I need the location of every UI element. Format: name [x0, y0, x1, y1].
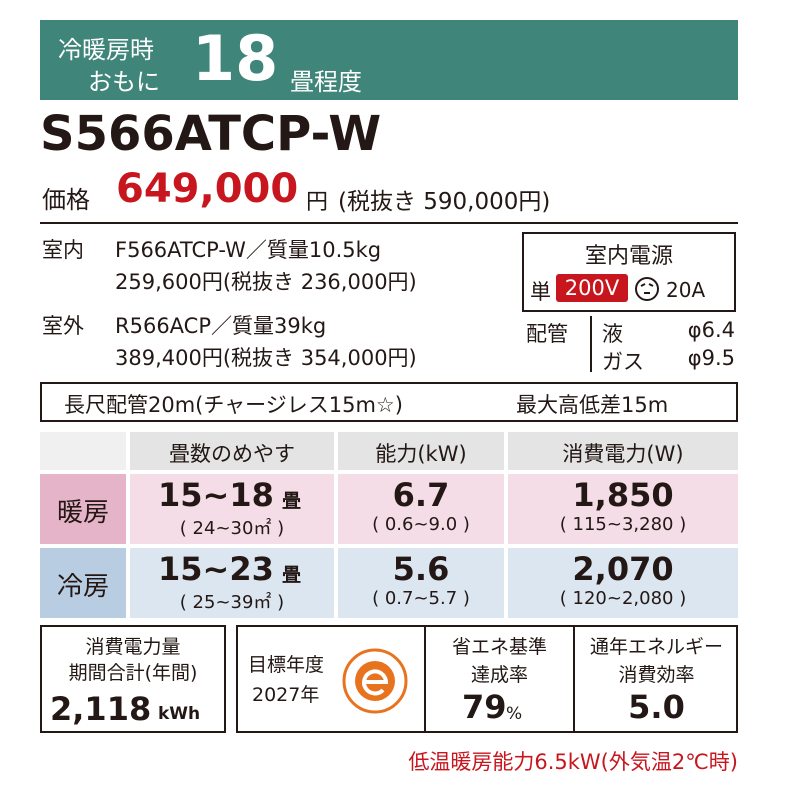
divider [40, 222, 738, 224]
table-cell [130, 548, 334, 618]
table-header-cell [508, 432, 738, 470]
power-range: ( 120~2,080 ) [559, 588, 687, 609]
header-line2: おもに [88, 68, 160, 96]
table-header-cell [130, 432, 334, 470]
mode: 冷房 [56, 572, 109, 602]
capacity-range: ( 0.6~9.0 ) [372, 514, 470, 535]
table-header: 能力(kW) [375, 442, 467, 466]
indoor-spec: F566ATCP-W／質量10.5kg [115, 238, 382, 262]
table-header: 畳数のめやす [169, 442, 295, 466]
header-band [40, 20, 738, 100]
annual-value: 2,118 [50, 690, 152, 728]
price-label: 価格 [42, 186, 90, 214]
price-tax: (税抜き 590,000円) [338, 189, 551, 215]
outdoor-label: 室外 [42, 314, 84, 338]
power: 1,850 [572, 476, 674, 514]
area: 15~23 [158, 550, 274, 588]
indoor-label: 室内 [42, 238, 84, 262]
apf-label: 通年エネルギー [589, 636, 723, 658]
price-unit: 円 [306, 190, 329, 215]
pipe-note-box [40, 382, 738, 422]
target-label: 目標年度 [248, 654, 325, 676]
outdoor-spec: R566ACP／質量39kg [115, 314, 327, 338]
energy-logo [342, 648, 408, 714]
capacity: 5.6 [392, 550, 450, 588]
plug-icon [635, 277, 659, 301]
pipe-height: 最大高低差15m [516, 393, 669, 417]
gas-label: ガス [602, 350, 644, 374]
achievement-unit: % [506, 704, 523, 724]
table-corner [40, 432, 126, 470]
mode-cell [40, 548, 126, 618]
area-range: ( 25~39㎡ ) [179, 592, 285, 613]
achievement-value: 79 [462, 688, 507, 726]
divider [424, 627, 426, 731]
area: 15~18 [158, 476, 274, 514]
annual-label: 期間合計(年間) [68, 662, 198, 684]
gas-size: φ9.5 [687, 346, 735, 370]
piping-label: 配管 [526, 322, 568, 346]
achievement-label: 省エネ基準 [451, 636, 547, 658]
area-range: ( 24~30㎡ ) [179, 518, 285, 539]
power-ampere: 20A [666, 278, 706, 302]
achievement-label: 達成率 [470, 664, 528, 686]
price-value: 649,000 [116, 166, 299, 212]
indoor-price: 259,600円(税抜き 236,000円) [115, 270, 417, 294]
apf-value: 5.0 [628, 688, 685, 726]
table-header-cell [338, 432, 504, 470]
capacity: 6.7 [392, 476, 450, 514]
mode-cell [40, 474, 126, 544]
area-unit: 畳 [282, 490, 302, 512]
efficiency-box [236, 625, 738, 733]
mode: 暖房 [56, 498, 109, 528]
header-size: 18 [192, 22, 279, 95]
power-voltage: 200V [556, 274, 628, 302]
power-title: 室内電源 [584, 244, 673, 269]
table-header: 消費電力(W) [562, 442, 684, 466]
annual-unit: kWh [158, 704, 201, 724]
area-unit: 畳 [282, 564, 302, 586]
power-box [522, 232, 736, 312]
table-cell [130, 474, 334, 544]
table-cell [338, 474, 504, 544]
liquid-size: φ6.4 [687, 318, 735, 342]
note: 低温暖房能力6.5kW(外気温2℃時) [408, 750, 738, 774]
header-line1: 冷暖房時 [58, 36, 154, 64]
power-range: ( 115~3,280 ) [559, 514, 687, 535]
divider [573, 627, 575, 731]
annual-label: 消費電力量 [85, 636, 181, 658]
apf-label: 消費効率 [618, 664, 695, 686]
power-phase: 単 [530, 280, 551, 304]
power: 2,070 [572, 550, 674, 588]
liquid-label: 液 [602, 322, 623, 346]
piping-divider [590, 316, 592, 372]
outdoor-price: 389,400円(税抜き 354,000円) [115, 346, 417, 370]
model: S566ATCP-W [40, 106, 382, 162]
annual-box [40, 625, 226, 733]
pipe-length: 長尺配管20m(チャージレス15m☆) [64, 393, 403, 417]
header-unit: 畳程度 [290, 68, 362, 96]
target-year: 2027年 [252, 684, 320, 706]
table-cell [338, 548, 504, 618]
table-cell [508, 474, 738, 544]
capacity-range: ( 0.7~5.7 ) [372, 588, 470, 609]
table-cell [508, 548, 738, 618]
